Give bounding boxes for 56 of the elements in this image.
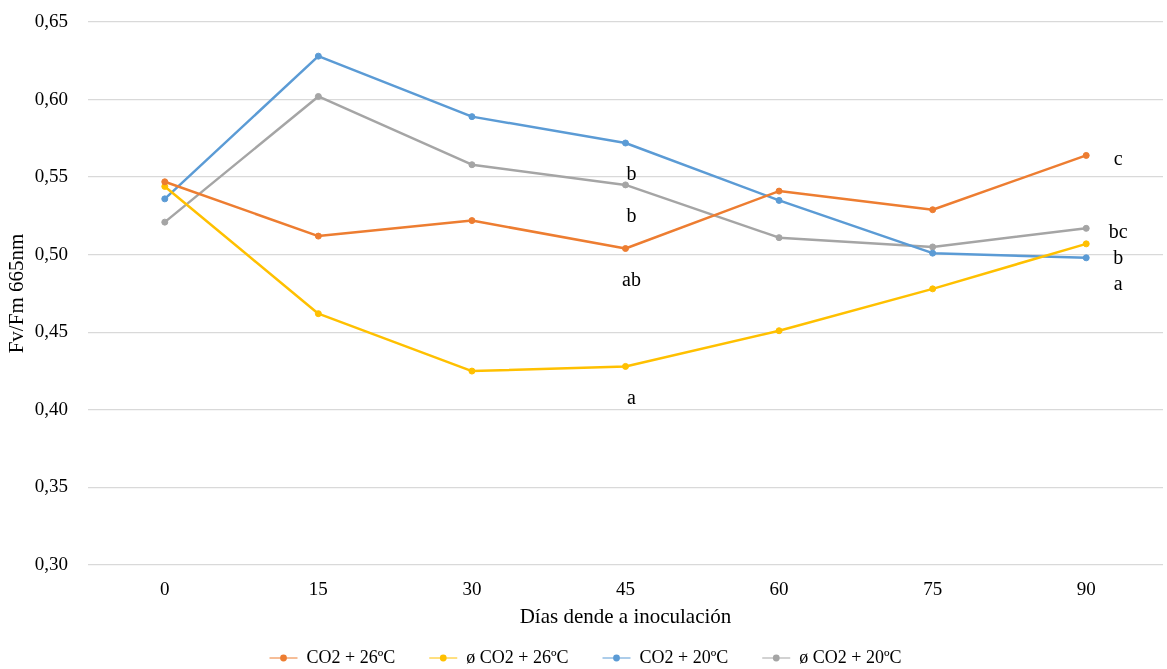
point <box>775 234 783 242</box>
x-tick-label: 0 <box>160 578 170 600</box>
point <box>622 139 629 147</box>
point <box>314 232 322 240</box>
x-tick-label: 90 <box>1076 578 1096 600</box>
point <box>468 367 476 375</box>
point <box>314 310 322 318</box>
x-tick-label: 30 <box>462 578 482 600</box>
y-tick-label: 0,65 <box>34 9 68 31</box>
annotation: a <box>1113 271 1123 294</box>
point <box>622 181 629 189</box>
point <box>468 113 476 121</box>
annotation: ab <box>622 267 641 290</box>
point <box>1082 254 1090 262</box>
point <box>929 206 937 214</box>
y-axis-title: Fv/Fm 665nm <box>4 233 29 354</box>
point <box>1082 224 1090 232</box>
y-tick-label: 0,60 <box>34 87 68 109</box>
point <box>314 52 322 60</box>
y-tick-label: 0,30 <box>34 552 68 574</box>
x-tick-label: 75 <box>923 578 943 600</box>
point <box>775 187 783 195</box>
x-tick-label: 60 <box>769 578 789 600</box>
legend-label: CO2 + 26ºC <box>306 646 396 667</box>
point <box>161 195 169 203</box>
annotation: b <box>626 162 637 185</box>
point <box>929 243 937 251</box>
annotation: a <box>627 385 637 408</box>
point <box>929 285 937 293</box>
y-tick-label: 0,45 <box>34 320 68 342</box>
point <box>1082 151 1090 159</box>
annotation: bc <box>1108 219 1128 242</box>
point <box>775 327 783 335</box>
annotation: b <box>1113 245 1124 268</box>
point <box>622 245 629 253</box>
y-tick-label: 0,50 <box>34 242 68 264</box>
point <box>161 218 169 226</box>
legend-label: ø CO2 + 26ºC <box>466 646 569 667</box>
point <box>314 92 322 100</box>
point <box>1082 240 1090 248</box>
x-tick-label: 15 <box>308 578 328 600</box>
point <box>775 196 783 204</box>
y-tick-label: 0,55 <box>34 165 68 187</box>
point <box>161 178 169 186</box>
point <box>622 362 629 370</box>
x-axis-title: Días dende a inoculación <box>519 603 732 628</box>
legend-label: CO2 + 20ºC <box>639 646 729 667</box>
y-tick-label: 0,40 <box>34 397 68 419</box>
point <box>468 161 476 169</box>
point <box>929 249 937 257</box>
annotation: c <box>1113 146 1123 169</box>
x-tick-label: 45 <box>616 578 635 600</box>
y-tick-label: 0,35 <box>34 475 68 497</box>
annotation: b <box>626 204 637 227</box>
legend-label: ø CO2 + 20ºC <box>799 646 902 667</box>
point <box>468 217 476 225</box>
